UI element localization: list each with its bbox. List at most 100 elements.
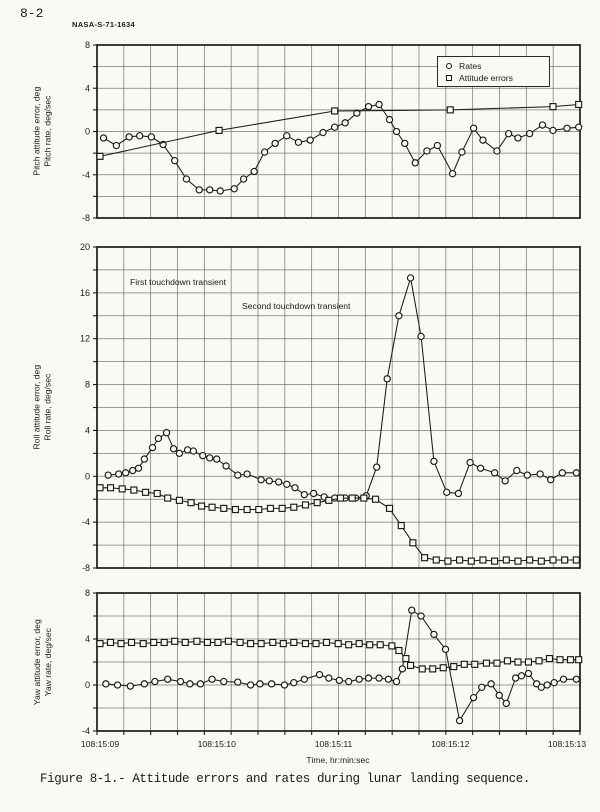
attitude-error-data-point (406, 661, 415, 670)
rates-data-point (183, 446, 192, 454)
rates-data-point (417, 332, 425, 341)
yaw-y-axis-title-line2: Yaw rate, deg/sec (43, 628, 53, 697)
attitude-error-data-point (397, 522, 405, 530)
yaw-y-axis-title: Yaw attitude error, deg Yaw rate, deg/se… (32, 593, 54, 731)
rates-data-point (154, 434, 163, 443)
rates-circle-marker-icon (446, 62, 452, 69)
attitude-error-data-point (220, 504, 228, 512)
rates-data-point (319, 128, 327, 137)
pitch-y-axis-title: Pitch attitude error, deg Pitch rate, de… (31, 45, 53, 218)
roll-y-axis-title: Roll attitude error, deg Roll rate, deg/… (31, 247, 53, 568)
rates-data-point (543, 681, 551, 689)
attitude-error-data-point (312, 640, 320, 648)
rates-data-point (441, 645, 450, 654)
rates-data-point (448, 169, 457, 178)
pitch-y-axis-title-line2: Pitch rate, deg/sec (42, 95, 53, 167)
rates-data-point (164, 675, 172, 683)
rates-data-point (517, 672, 526, 680)
attitude-error-data-point (106, 638, 115, 647)
attitude-error-data-point (429, 665, 437, 673)
rates-data-point (493, 147, 501, 155)
y-tick-label: 0 (85, 680, 90, 690)
rates-data-point (239, 175, 248, 183)
attitude-error-data-point (561, 556, 569, 564)
rates-data-point (300, 675, 308, 683)
attitude-error-data-point (575, 656, 583, 664)
rates-data-point (479, 136, 487, 144)
legend-row-attitude-errors: Attitude errors (446, 73, 549, 83)
attitude-error-data-point (175, 496, 183, 504)
attitude-error-data-point (502, 556, 510, 564)
rates-data-point (243, 470, 251, 478)
attitude-error-data-point (545, 654, 554, 663)
attitude-error-data-point (279, 640, 287, 648)
rates-data-point (341, 119, 349, 127)
attitude-error-data-point (493, 659, 501, 667)
rates-data-point (175, 449, 184, 458)
y-tick-label: 8 (85, 380, 90, 390)
rates-data-point (575, 123, 583, 131)
attitude-error-data-point (439, 664, 447, 672)
attitude-error-data-point (556, 656, 564, 664)
y-tick-label: 0 (85, 471, 90, 481)
attitude-error-data-point (444, 557, 452, 565)
rates-data-point (375, 674, 383, 682)
attitude-error-data-point (479, 556, 487, 564)
rates-data-point (563, 124, 571, 132)
attitude-error-data-point (255, 505, 263, 514)
attitude-error-data-point (215, 126, 223, 134)
rates-data-point (309, 489, 318, 498)
x-tick-label: 108:15:12 (431, 739, 470, 749)
attitude-error-data-point (526, 556, 534, 564)
rates-data-point (502, 699, 510, 708)
rates-data-point (216, 187, 224, 195)
rates-data-point (136, 132, 144, 140)
first-touchdown-annotation: First touchdown transient (130, 277, 227, 287)
rates-data-point (523, 471, 531, 479)
rates-data-point (330, 123, 339, 131)
attitude-error-data-point (313, 499, 321, 507)
y-tick-label: -4 (82, 517, 90, 527)
attitude-error-data-point (460, 660, 468, 668)
rates-data-point (189, 447, 198, 455)
rates-data-point (199, 451, 207, 460)
attitude-error-data-point (572, 556, 580, 564)
rates-data-point (373, 463, 381, 471)
rates-data-point (345, 677, 353, 686)
rates-data-point (102, 680, 110, 688)
y-tick-label: 12 (80, 334, 90, 344)
y-tick-label: -8 (82, 563, 90, 573)
attitude-error-data-point (118, 485, 126, 493)
rates-data-point (234, 471, 242, 479)
pitch-chart: -8 -4 0 4 8 (82, 40, 583, 223)
x-tick-label: 108:15:09 (80, 739, 120, 749)
rates-data-point (257, 476, 265, 484)
rates-data-point (335, 676, 344, 685)
attitude-error-data-point (301, 640, 310, 648)
rates-data-point (559, 675, 568, 683)
rates-data-point (250, 167, 258, 176)
attitude-error-data-point (243, 505, 251, 514)
attitude-error-data-point (432, 556, 440, 564)
rates-data-point (433, 141, 442, 150)
chart-legend: Rates Attitude errors (437, 56, 550, 87)
attitude-error-data-point (355, 640, 363, 648)
attitude-error-data-point (278, 504, 286, 512)
attitude-error-data-point (214, 638, 222, 647)
attitude-error-data-point (345, 641, 353, 649)
attitude-error-data-point (566, 656, 575, 664)
rates-data-point (501, 477, 509, 485)
attitude-error-data-point (96, 484, 104, 492)
rates-data-point (536, 470, 544, 478)
rates-data-point (208, 675, 216, 683)
pitch-y-axis-title-line1: Pitch attitude error, deg (31, 86, 42, 176)
rates-data-point (408, 606, 416, 614)
y-tick-label: -4 (82, 170, 90, 180)
attitude-error-data-point (197, 502, 206, 510)
attitude-error-data-point (224, 637, 233, 645)
rates-data-point (487, 680, 495, 688)
rates-data-point (406, 274, 415, 282)
roll-y-axis-title-line2: Roll rate, deg/sec (42, 373, 53, 441)
